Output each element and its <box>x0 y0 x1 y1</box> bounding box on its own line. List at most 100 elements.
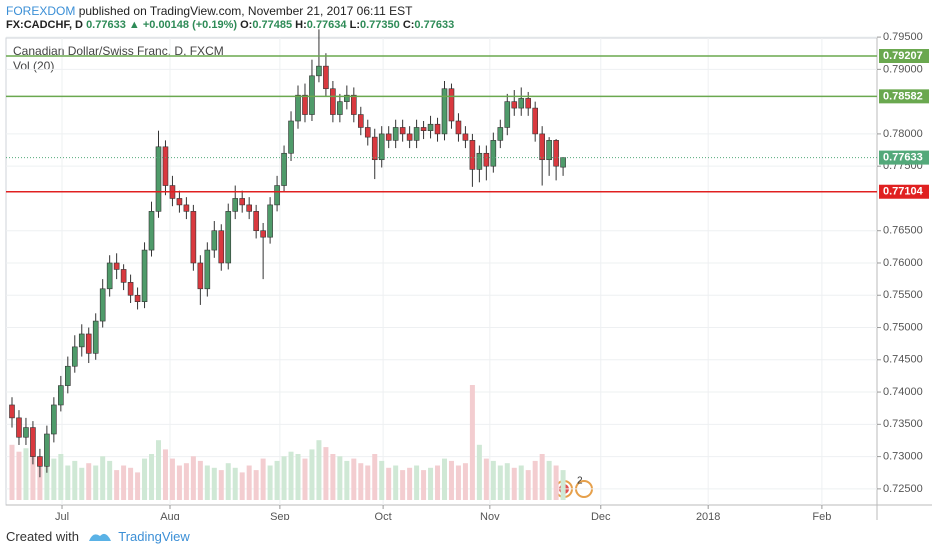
footer: Created with TradingView <box>6 527 190 544</box>
y-tick-label: 0.74500 <box>883 354 923 366</box>
volume-bar <box>448 460 454 500</box>
volume-bar <box>497 465 503 500</box>
volume-bar <box>142 458 148 500</box>
candle-body <box>155 146 162 212</box>
volume-bar <box>407 467 413 500</box>
l: 0.77350 <box>359 19 400 31</box>
candle-body <box>78 333 85 348</box>
volume-bar <box>100 456 106 500</box>
volume-bar <box>518 465 524 500</box>
x-tick-label: Sep <box>270 511 290 520</box>
volume-bar <box>386 467 392 500</box>
candle-body <box>295 94 301 122</box>
x-tick-label: Nov <box>480 511 500 520</box>
candle-body <box>483 152 490 167</box>
volume-bar <box>546 460 552 500</box>
ohlc-line: FX:CADCHF, D 0.77633 ▲ +0.00148 (+0.19%)… <box>6 19 454 31</box>
volume-bar <box>532 460 538 500</box>
volume-bar <box>169 458 175 500</box>
candle-body <box>441 88 448 135</box>
candle-body <box>371 136 378 161</box>
candle-body <box>183 204 190 212</box>
volume-bar <box>490 460 496 500</box>
candle-body <box>218 230 225 264</box>
volume-bar <box>351 458 357 500</box>
candle-body <box>378 133 385 161</box>
l-label: L: <box>349 19 360 31</box>
brand[interactable]: TradingView <box>118 529 190 544</box>
candle-body <box>434 123 441 135</box>
last: 0.77633 <box>86 19 126 31</box>
volume-bar <box>379 460 385 500</box>
volume-bar <box>365 465 371 500</box>
volume-bar <box>58 454 64 500</box>
candle-body <box>344 94 350 102</box>
o-label: O: <box>240 19 253 31</box>
volume-bar <box>462 463 468 500</box>
volume-bar <box>121 465 127 500</box>
volume-bar <box>414 465 420 500</box>
c-label: C: <box>402 19 415 31</box>
volume-bar <box>107 460 113 500</box>
volume-bar <box>211 467 217 500</box>
candle-body <box>162 146 169 186</box>
volume-bar <box>44 449 50 500</box>
candle-body <box>225 211 232 264</box>
created-with: Created with <box>6 529 79 544</box>
volume-bar <box>267 465 273 500</box>
candle-body <box>427 123 434 131</box>
candle-body <box>560 157 566 168</box>
volume-bar <box>539 454 545 500</box>
candle-body <box>288 120 294 154</box>
volume-bar <box>86 463 92 500</box>
y-tick-label: 0.73000 <box>883 451 923 463</box>
candle-body <box>120 269 127 283</box>
volume-bar <box>93 465 99 500</box>
candle-body <box>469 140 476 170</box>
candle-body <box>302 94 308 115</box>
volume-bar <box>232 467 238 500</box>
volume-bar <box>421 470 427 500</box>
candle-body <box>476 152 483 170</box>
volume-bar <box>204 465 210 500</box>
x-tick-label: Aug <box>160 511 180 520</box>
volume-bar <box>560 470 566 500</box>
volume-bar <box>358 463 364 500</box>
candle-body <box>490 140 497 167</box>
x-tick-label: Dec <box>591 511 611 520</box>
volume-bar <box>393 465 399 500</box>
volume-bar <box>435 465 441 500</box>
y-tick-label: 0.79500 <box>883 31 923 43</box>
candle-body <box>99 288 106 322</box>
volume-bar <box>483 458 489 500</box>
volume-bar <box>155 440 161 500</box>
volume-bar <box>469 385 475 500</box>
candle-body <box>246 204 252 212</box>
level-label: 0.78582 <box>883 90 923 102</box>
candle-body <box>420 127 427 131</box>
candle-body <box>71 346 78 367</box>
volume-bar <box>281 456 287 500</box>
volume-bar <box>183 463 189 500</box>
y-tick-label: 0.75500 <box>883 289 923 301</box>
y-tick-label: 0.78000 <box>883 128 923 140</box>
candle-body <box>532 107 538 135</box>
volume-bar <box>553 465 559 500</box>
level-tag <box>879 150 929 165</box>
candle-body <box>364 127 371 138</box>
volume-bar <box>316 440 322 500</box>
candle-body <box>525 98 532 109</box>
y-tick-label: 0.76000 <box>883 257 923 269</box>
candle-body <box>504 101 511 128</box>
candle-body <box>16 417 22 438</box>
volume-bar <box>428 467 434 500</box>
candle-body <box>553 140 559 167</box>
y-tick-label: 0.76500 <box>883 225 923 237</box>
candle-body <box>546 140 552 161</box>
candle-body <box>176 198 183 206</box>
chart: Canadian Dollar/Swiss Franc, D, FXCM Vol… <box>5 29 932 520</box>
candle-body <box>323 65 329 90</box>
volume-bar <box>114 470 120 500</box>
author[interactable]: FOREXDOM <box>6 4 76 18</box>
